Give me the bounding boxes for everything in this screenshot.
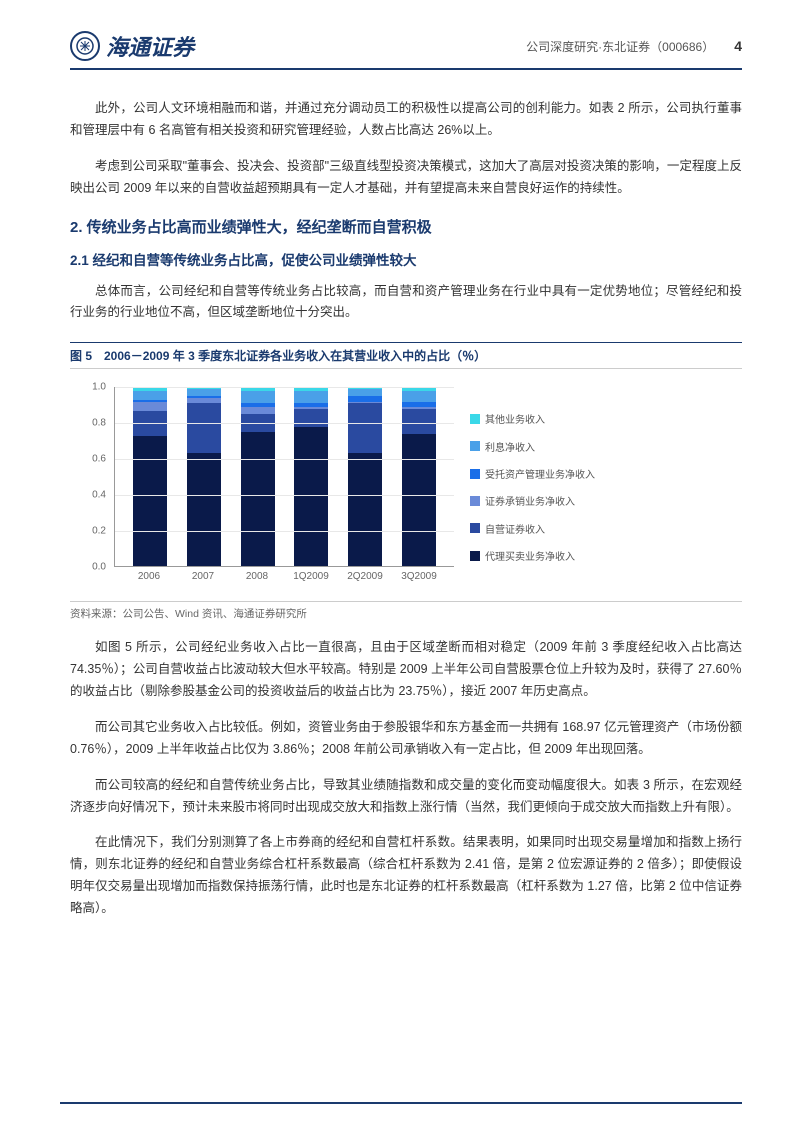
- bar-segment: [133, 402, 167, 411]
- legend-label: 自营证券收入: [485, 521, 545, 536]
- x-tick-label: 3Q2009: [399, 571, 439, 582]
- legend-label: 代理买卖业务净收入: [485, 548, 575, 563]
- logo-area: 海通证券: [70, 30, 194, 62]
- chart-container: 0.0 0.2 0.4 0.6 0.8 1.0 2006 2007 2008 1Q2009 2Q2…: [70, 369, 742, 601]
- legend-swatch: [470, 441, 480, 451]
- chart-legend: 其他业务收入利息净收入受托资产管理业务净收入证券承销业务净收入自营证券收入代理买…: [470, 387, 595, 587]
- legend-item: 证券承销业务净收入: [470, 493, 595, 508]
- legend-swatch: [470, 414, 480, 424]
- gridline: [115, 387, 454, 388]
- gridline: [115, 531, 454, 532]
- chart-title: 图 5 2006－2009 年 3 季度东北证券各业务收入在其营业收入中的占比（…: [70, 342, 742, 369]
- legend-label: 证券承销业务净收入: [485, 493, 575, 508]
- subsection-title: 2.1 经纪和自营等传统业务占比高，促使公司业绩弹性较大: [70, 249, 742, 269]
- bar-segment: [187, 453, 221, 566]
- bar-segment: [241, 432, 275, 566]
- section-title: 2. 传统业务占比高而业绩弹性大，经纪垄断而自营积极: [70, 216, 742, 237]
- bar-segment: [294, 391, 328, 404]
- legend-item: 代理买卖业务净收入: [470, 548, 595, 563]
- legend-label: 其他业务收入: [485, 411, 545, 426]
- y-tick-label: 0.8: [92, 418, 106, 429]
- bar-segment: [133, 436, 167, 567]
- bar-segment: [187, 403, 221, 453]
- company-logo-icon: [70, 31, 100, 61]
- header-divider: [70, 68, 742, 70]
- y-tick-label: 0.0: [92, 562, 106, 573]
- legend-swatch: [470, 523, 480, 533]
- legend-swatch: [470, 551, 480, 561]
- bar-group: [294, 387, 328, 566]
- paragraph: 考虑到公司采取"董事会、投决会、投资部"三级直线型投资决策模式，这加大了高层对投…: [70, 156, 742, 200]
- chart-x-axis: 2006 2007 2008 1Q2009 2Q2009 3Q2009: [114, 571, 454, 582]
- chart-plot: 0.00.20.40.60.81.0 2006200720081Q20092Q2…: [80, 387, 460, 587]
- bar-segment: [241, 391, 275, 404]
- paragraph: 而公司较高的经纪和自营传统业务占比，导致其业绩随指数和成交量的变化而变动幅度很大…: [70, 775, 742, 819]
- y-tick-label: 0.6: [92, 454, 106, 465]
- x-tick-label: 2007: [183, 571, 223, 582]
- bar-segment: [402, 409, 436, 434]
- bar-segment: [348, 389, 382, 396]
- legend-item: 利息净收入: [470, 439, 595, 454]
- bar-group: [402, 387, 436, 566]
- paragraph: 而公司其它业务收入占比较低。例如，资管业务由于参股银华和东方基金而一共拥有 16…: [70, 717, 742, 761]
- page-header: 海通证券 公司深度研究·东北证券（000686） 4: [70, 30, 742, 62]
- bar-group: [348, 387, 382, 566]
- x-tick-label: 2008: [237, 571, 277, 582]
- bar-segment: [402, 434, 436, 566]
- bar-group: [187, 387, 221, 566]
- y-tick-label: 0.4: [92, 490, 106, 501]
- x-tick-label: 2Q2009: [345, 571, 385, 582]
- gridline: [115, 459, 454, 460]
- footer-divider: [60, 1102, 742, 1104]
- doc-type: 公司深度研究·东北证券（000686）: [526, 38, 714, 55]
- x-tick-label: 2006: [129, 571, 169, 582]
- page-number: 4: [734, 38, 742, 54]
- legend-item: 受托资产管理业务净收入: [470, 466, 595, 481]
- gridline: [115, 423, 454, 424]
- paragraph: 如图 5 所示，公司经纪业务收入占比一直很高，且由于区域垄断而相对稳定（2009…: [70, 637, 742, 703]
- paragraph: 此外，公司人文环境相融而和谐，并通过充分调动员工的积极性以提高公司的创利能力。如…: [70, 98, 742, 142]
- chart-plot-area: [114, 387, 454, 567]
- y-tick-label: 0.2: [92, 526, 106, 537]
- gridline: [115, 495, 454, 496]
- bar-segment: [348, 403, 382, 453]
- paragraph: 在此情况下，我们分别测算了各上市券商的经纪和自营杠杆系数。结果表明，如果同时出现…: [70, 832, 742, 920]
- legend-label: 利息净收入: [485, 439, 535, 454]
- header-meta: 公司深度研究·东北证券（000686） 4: [526, 38, 742, 55]
- bar-segment: [241, 407, 275, 414]
- x-tick-label: 1Q2009: [291, 571, 331, 582]
- legend-item: 自营证券收入: [470, 521, 595, 536]
- bar-group: [133, 387, 167, 566]
- chart-source: 资料来源：公司公告、Wind 资讯、海通证券研究所: [70, 601, 742, 637]
- bar-segment: [348, 453, 382, 566]
- chart-y-axis: 0.00.20.40.60.81.0: [80, 387, 110, 567]
- legend-swatch: [470, 496, 480, 506]
- legend-swatch: [470, 469, 480, 479]
- bar-group: [241, 387, 275, 566]
- company-name: 海通证券: [106, 30, 194, 62]
- bar-segment: [133, 391, 167, 400]
- y-tick-label: 1.0: [92, 382, 106, 393]
- legend-label: 受托资产管理业务净收入: [485, 466, 595, 481]
- legend-item: 其他业务收入: [470, 411, 595, 426]
- bar-segment: [294, 427, 328, 567]
- chart-bars: [115, 387, 454, 566]
- bar-segment: [402, 391, 436, 402]
- bar-segment: [187, 389, 221, 396]
- paragraph: 总体而言，公司经纪和自营等传统业务占比较高，而自营和资产管理业务在行业中具有一定…: [70, 281, 742, 325]
